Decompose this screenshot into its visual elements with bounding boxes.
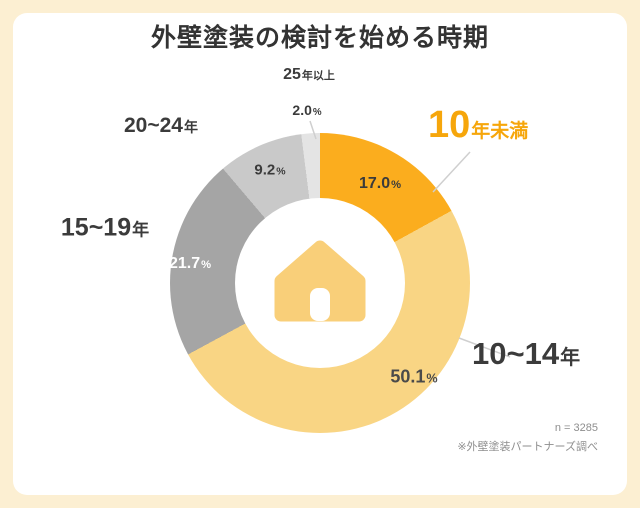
segment-label-15-19-big: 15~19: [60, 213, 132, 242]
segment-label-10-14-suffix: 年: [560, 347, 581, 369]
segment-value-15-19-number: 21.7: [168, 255, 201, 272]
segment-label-under10: 10 年未満: [428, 104, 528, 147]
segment-label-15-19: 15~19 年: [61, 214, 149, 243]
segment-value-20-24: 9.2%: [254, 162, 285, 179]
segment-label-under10-suffix: 年未満: [471, 121, 529, 142]
segment-label-25plus-suffix: 年以上: [301, 70, 335, 82]
donut-hole: [235, 198, 405, 368]
segment-label-15-19-suffix: 年: [132, 220, 150, 240]
segment-value-under10-number: 17.0: [358, 175, 391, 192]
segment-value-15-19: 21.7%: [169, 255, 211, 273]
segment-label-25plus-big: 25: [283, 66, 301, 83]
page-title: 外壁塗装の検討を始める時期: [150, 24, 489, 52]
house-icon: [272, 238, 368, 329]
segment-value-under10-sign: %: [391, 179, 402, 191]
segment-value-20-24-number: 9.2: [254, 161, 276, 179]
segment-label-25plus: 25 年以上: [283, 66, 335, 84]
segment-label-20-24-suffix: 年: [183, 119, 198, 135]
segment-label-under10-big: 10: [428, 104, 471, 146]
segment-value-under10: 17.0%: [359, 175, 401, 193]
segment-label-20-24-big: 20~24: [124, 114, 183, 137]
segment-value-25plus-sign: %: [312, 107, 322, 118]
segment-value-10-14-sign: %: [426, 371, 438, 386]
segment-value-15-19-sign: %: [201, 259, 212, 271]
segment-label-10-14: 10~14 年: [472, 336, 580, 372]
segment-value-25plus: 2.0%: [292, 102, 321, 118]
segment-label-10-14-big: 10~14: [472, 336, 560, 371]
footnote-sample-size: n = 3285: [554, 422, 598, 434]
segment-value-10-14: 50.1%: [390, 367, 437, 388]
segment-value-25plus-number: 2.0: [292, 102, 312, 118]
footnote-source: ※外壁塗装パートナーズ調べ: [457, 441, 598, 453]
segment-value-20-24-sign: %: [276, 165, 286, 178]
donut-ring: [170, 133, 470, 433]
segment-value-10-14-number: 50.1: [390, 366, 426, 387]
segment-label-20-24: 20~24 年: [124, 114, 198, 138]
